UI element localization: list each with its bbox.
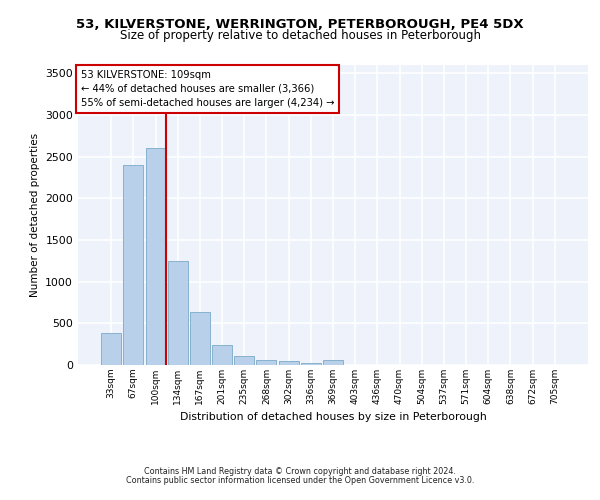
X-axis label: Distribution of detached houses by size in Peterborough: Distribution of detached houses by size … bbox=[179, 412, 487, 422]
Bar bbox=[212, 345, 232, 365]
Bar bbox=[278, 361, 299, 365]
Y-axis label: Number of detached properties: Number of detached properties bbox=[30, 133, 40, 297]
Bar bbox=[256, 360, 277, 365]
Bar bbox=[190, 312, 210, 365]
Text: 53, KILVERSTONE, WERRINGTON, PETERBOROUGH, PE4 5DX: 53, KILVERSTONE, WERRINGTON, PETERBOROUG… bbox=[76, 18, 524, 30]
Text: 53 KILVERSTONE: 109sqm
← 44% of detached houses are smaller (3,366)
55% of semi-: 53 KILVERSTONE: 109sqm ← 44% of detached… bbox=[80, 70, 334, 108]
Bar bbox=[146, 148, 166, 365]
Text: Size of property relative to detached houses in Peterborough: Size of property relative to detached ho… bbox=[119, 28, 481, 42]
Text: Contains HM Land Registry data © Crown copyright and database right 2024.: Contains HM Land Registry data © Crown c… bbox=[144, 467, 456, 476]
Bar bbox=[168, 261, 188, 365]
Bar bbox=[234, 356, 254, 365]
Bar bbox=[301, 363, 321, 365]
Bar bbox=[323, 360, 343, 365]
Text: Contains public sector information licensed under the Open Government Licence v3: Contains public sector information licen… bbox=[126, 476, 474, 485]
Bar bbox=[101, 332, 121, 365]
Bar bbox=[124, 165, 143, 365]
